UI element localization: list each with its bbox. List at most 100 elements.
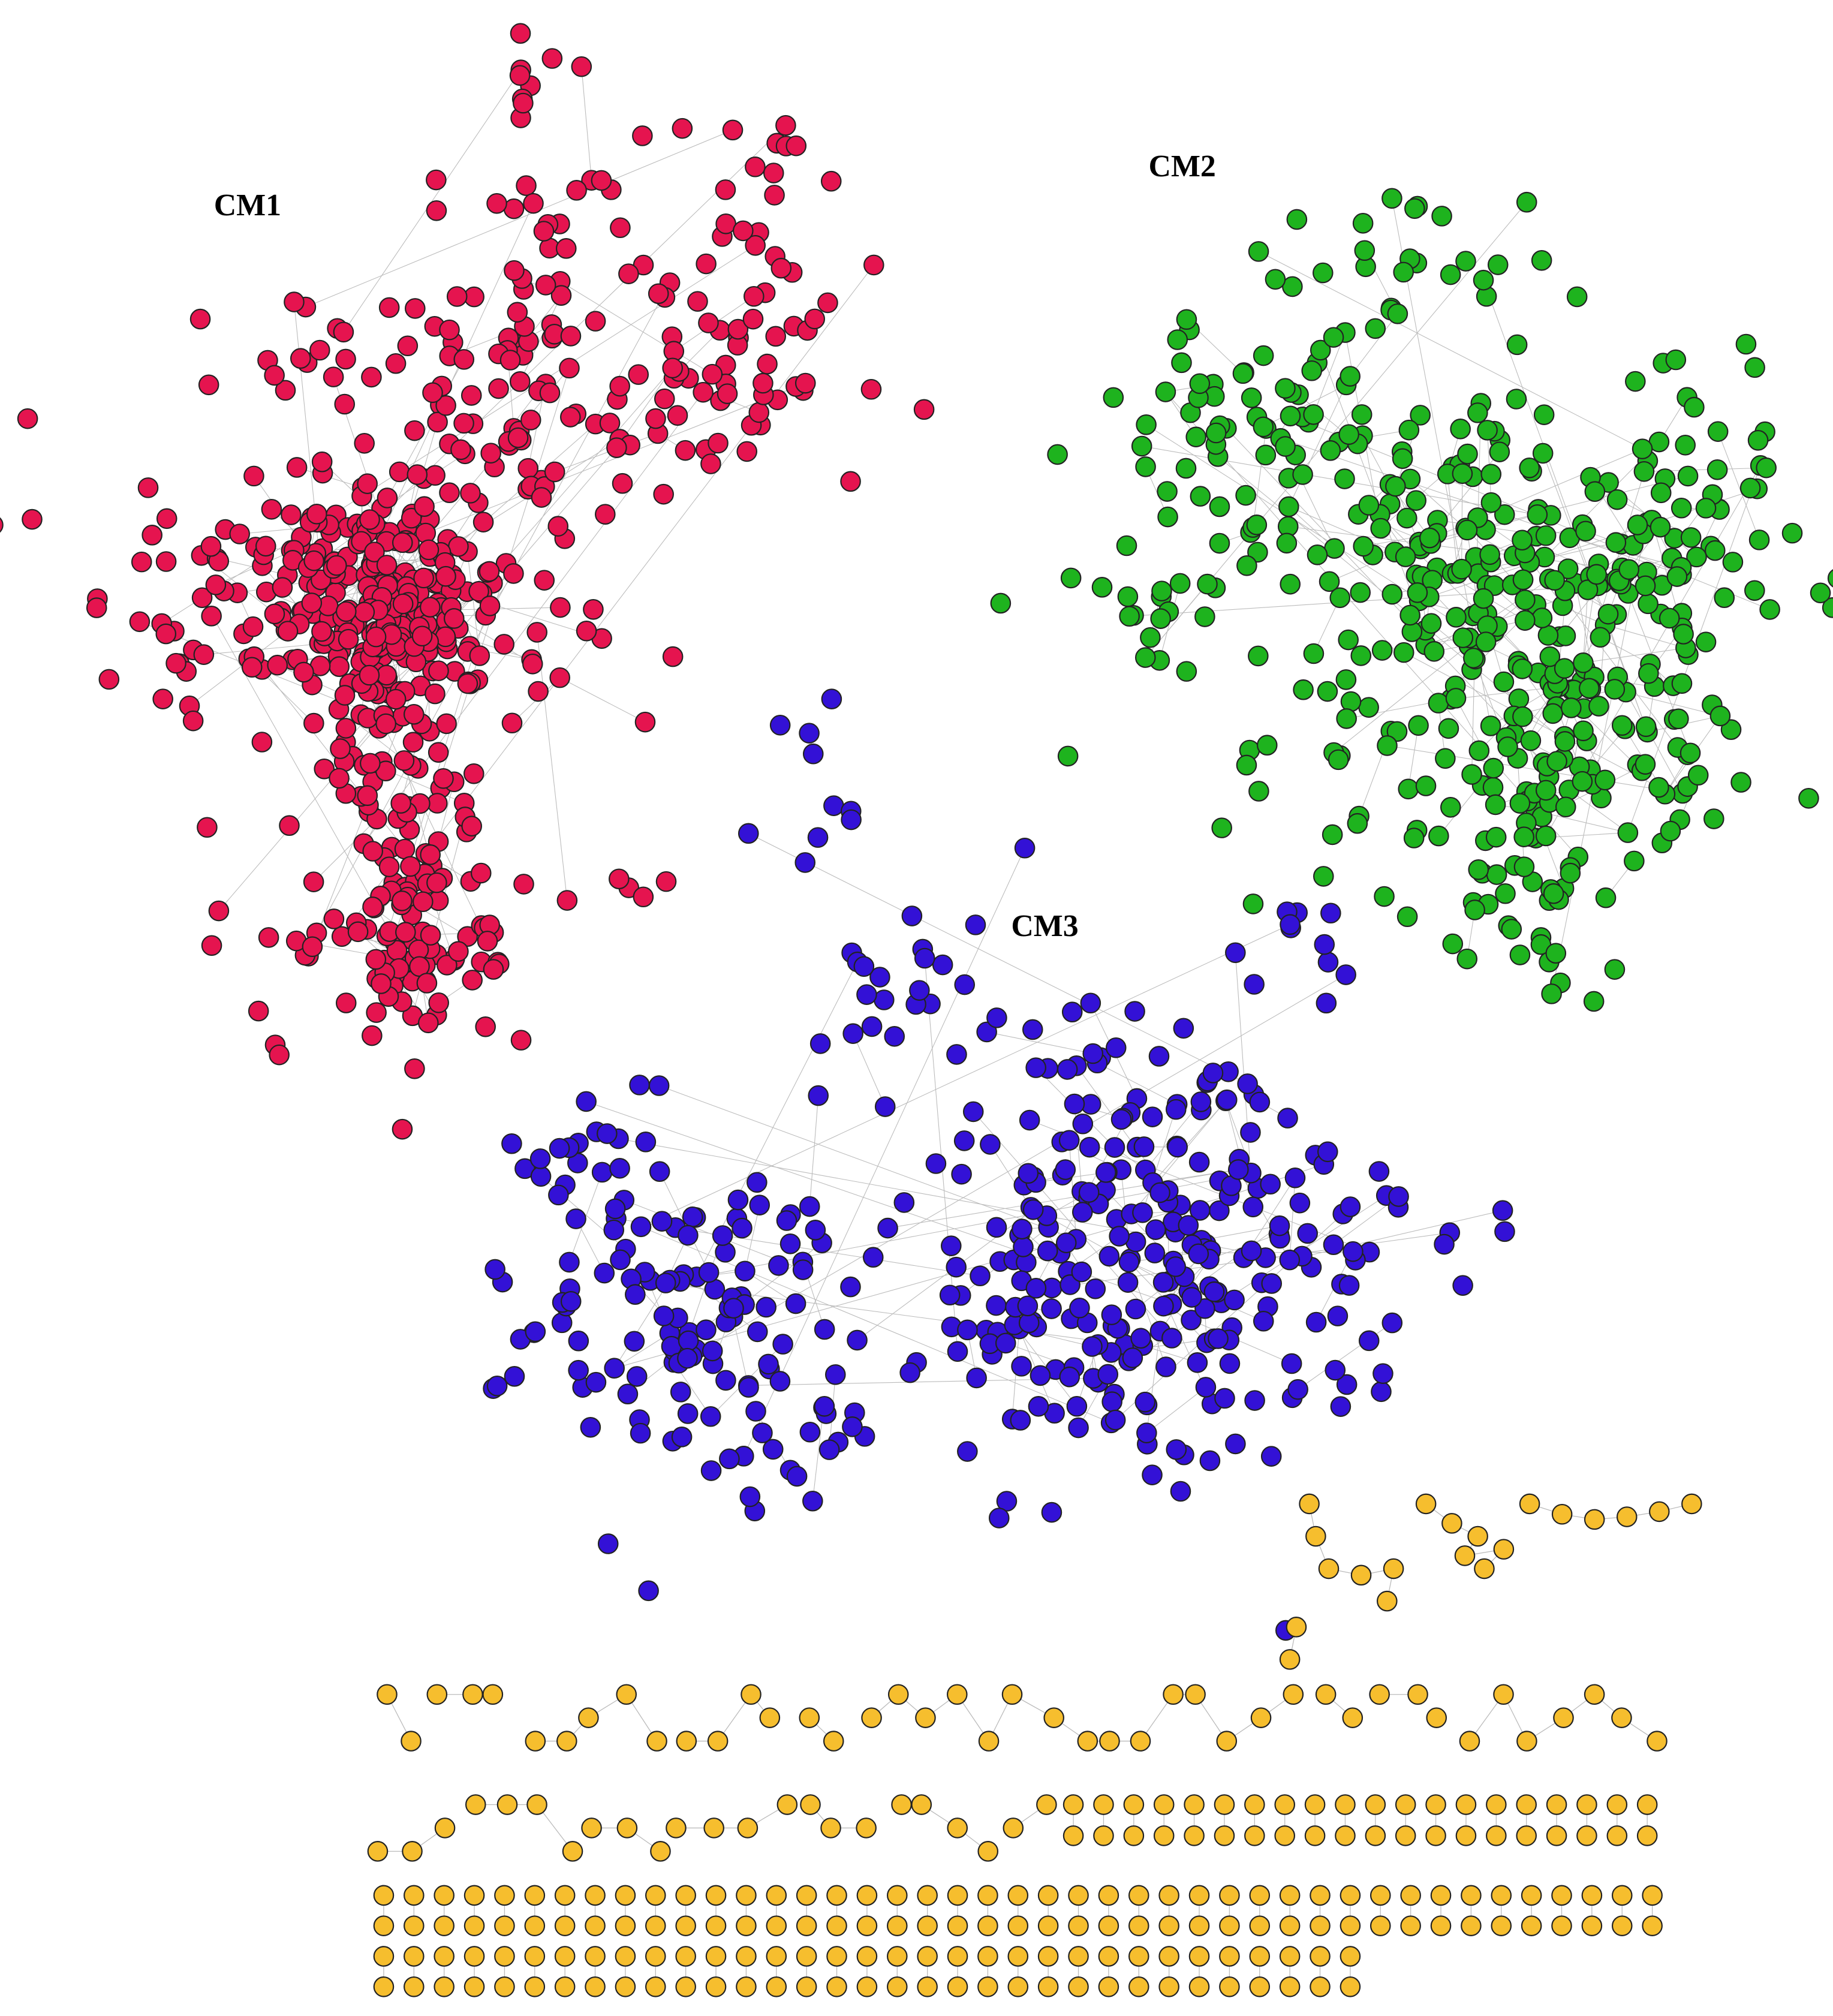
node: [472, 511, 494, 532]
node: [463, 1915, 485, 1936]
node: [634, 711, 656, 733]
node: [583, 598, 604, 620]
node: [448, 536, 469, 557]
node: [1227, 1159, 1249, 1180]
node: [1527, 504, 1548, 525]
node: [1351, 404, 1373, 425]
node: [580, 1416, 601, 1438]
node: [772, 1334, 793, 1355]
node: [275, 380, 296, 401]
node: [1119, 606, 1140, 627]
node: [1577, 579, 1599, 600]
node: [1157, 481, 1178, 502]
node: [1214, 1825, 1235, 1846]
node: [401, 1731, 422, 1752]
node: [359, 664, 380, 686]
node: [1132, 1202, 1153, 1223]
node: [1335, 1794, 1356, 1815]
node: [1151, 580, 1172, 601]
node: [191, 587, 213, 609]
node: [744, 285, 764, 307]
node: [1377, 735, 1398, 756]
node: [1169, 573, 1191, 594]
node: [1014, 837, 1036, 859]
node: [1358, 495, 1380, 516]
node: [759, 1707, 781, 1728]
node: [457, 673, 478, 694]
node: [1371, 1381, 1392, 1403]
node: [1573, 652, 1594, 673]
node: [1618, 559, 1640, 580]
node: [1515, 589, 1536, 610]
node: [197, 817, 218, 838]
node: [696, 253, 717, 275]
node: [917, 1915, 938, 1936]
node: [735, 1260, 756, 1282]
node: [996, 1491, 1018, 1512]
node: [1071, 1261, 1092, 1283]
node: [427, 411, 448, 433]
node: [1493, 1539, 1515, 1560]
edge: [467, 551, 480, 656]
node: [599, 413, 621, 434]
node: [1142, 1464, 1163, 1485]
node: [1423, 641, 1445, 662]
node: [1420, 613, 1442, 634]
node: [434, 1915, 455, 1936]
node: [385, 353, 407, 374]
node: [1606, 1794, 1628, 1815]
node: [499, 350, 521, 371]
node: [1611, 715, 1633, 736]
edge: [401, 368, 570, 901]
node: [1624, 850, 1645, 872]
node: [463, 1976, 485, 1997]
node: [1675, 435, 1696, 456]
node: [625, 1284, 646, 1305]
cluster-label: CM2: [1148, 149, 1215, 183]
node: [802, 1490, 823, 1512]
node: [364, 541, 385, 562]
node: [826, 1976, 847, 1997]
node: [436, 713, 457, 735]
node: [736, 1915, 757, 1936]
node: [957, 1441, 978, 1462]
node: [334, 393, 356, 415]
node: [420, 925, 441, 946]
node: [799, 723, 820, 744]
node: [1546, 1825, 1567, 1846]
node: [1350, 582, 1371, 603]
node: [814, 1395, 835, 1417]
node: [594, 1262, 615, 1284]
node: [1064, 1093, 1085, 1115]
node: [248, 1000, 269, 1022]
node: [418, 539, 440, 561]
node: [645, 1915, 666, 1936]
node: [1280, 914, 1301, 935]
edge: [1569, 789, 1629, 834]
node: [1539, 646, 1561, 667]
node: [1347, 813, 1368, 834]
node: [1642, 1885, 1663, 1906]
node: [628, 364, 649, 385]
node: [503, 563, 524, 584]
node: [1516, 1731, 1537, 1752]
node: [434, 1885, 455, 1906]
node: [420, 844, 441, 865]
edge: [1471, 403, 1482, 775]
node: [1265, 269, 1286, 290]
node: [1456, 519, 1478, 541]
node: [1425, 1825, 1446, 1846]
node: [1188, 1946, 1210, 1967]
node: [1135, 456, 1156, 477]
node: [763, 163, 784, 183]
node: [165, 652, 186, 674]
node: [1373, 1363, 1393, 1384]
node: [632, 125, 653, 146]
node: [1317, 681, 1338, 702]
node: [1219, 1353, 1241, 1374]
node: [1091, 577, 1113, 598]
edge: [614, 1280, 670, 1368]
node: [1286, 209, 1308, 230]
node: [477, 931, 498, 952]
edge: [343, 70, 522, 333]
